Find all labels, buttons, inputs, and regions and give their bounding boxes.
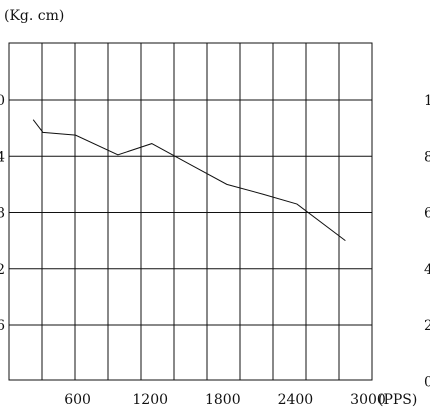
- y-tick-label: 2: [0, 262, 5, 278]
- y2-tick-label: 4: [424, 262, 430, 278]
- y2-tick-label: 6: [424, 206, 430, 222]
- series-line: [32, 119, 346, 242]
- x-axis-unit-label: (PPS): [378, 392, 417, 408]
- x-tick-label: 1200: [132, 392, 168, 408]
- y-tick-label: 8: [0, 206, 5, 222]
- y2-tick-label: 1: [424, 93, 430, 109]
- y2-tick-label: 2: [424, 318, 430, 334]
- x-tick-label: 1800: [205, 392, 241, 408]
- y-tick-label: 4: [0, 149, 5, 165]
- x-tick-label: 600: [64, 392, 91, 408]
- y-tick-label: 6: [0, 318, 5, 334]
- x-tick-label: 2400: [278, 392, 314, 408]
- y-tick-label: 0: [0, 93, 5, 109]
- chart-grid: [8, 42, 373, 381]
- y2-tick-label: 0: [424, 374, 430, 390]
- x-tick-label: 3000: [350, 392, 386, 408]
- chart-ticks: 600 1200 1800 2400 3000 0 4 8 2 6 1 8 6 4 2 0: [0, 93, 430, 408]
- plot-frame: [8, 42, 373, 381]
- y2-tick-label: 8: [424, 149, 430, 165]
- y-axis-unit-label: (Kg. cm): [4, 8, 64, 24]
- chart-series: [32, 119, 346, 242]
